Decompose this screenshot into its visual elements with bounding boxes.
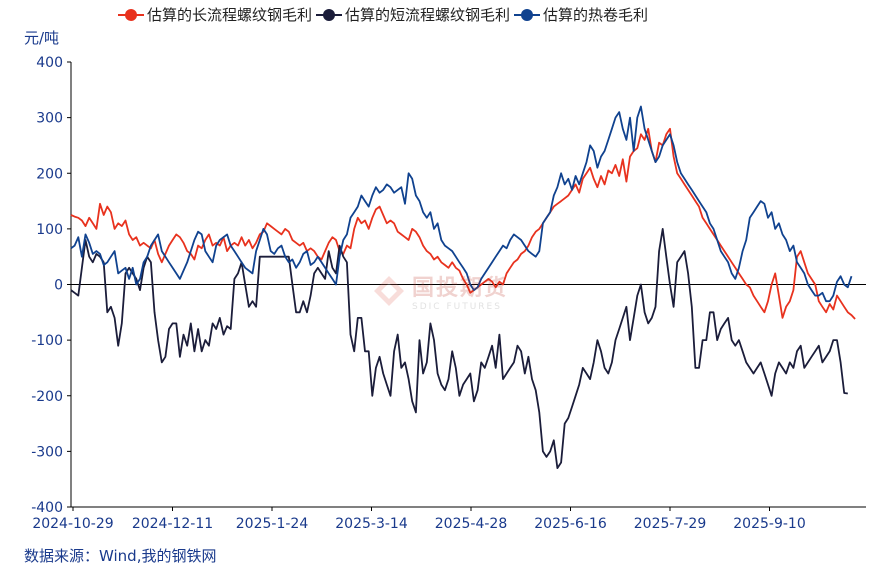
legend-item-short-process[interactable]: 估算的短流程螺纹钢毛利 [316,4,510,25]
x-tick-label: 2025-4-28 [435,516,507,532]
legend-item-hot-coil[interactable]: 估算的热卷毛利 [514,4,648,25]
x-tick-label: 2025-7-29 [634,516,706,532]
legend: 估算的长流程螺纹钢毛利 估算的短流程螺纹钢毛利 估算的热卷毛利 [118,4,652,25]
x-axis: 2024-10-29 2024-12-11 2025-1-24 2025-3-14 20… [32,506,866,532]
legend-swatch-short-process [316,8,343,22]
y-tick-label: -100 [31,333,63,349]
y-tick-label: -400 [31,500,63,516]
source-note: 数据来源：Wind,我的钢铁网 [24,547,217,565]
y-tick-label: 100 [36,222,63,238]
y-tick-label: -200 [31,389,63,405]
x-tick-label: 2025-1-24 [236,516,309,532]
legend-label-short-process: 估算的短流程螺纹钢毛利 [345,6,511,24]
series-group [70,105,856,470]
watermark-text-cn: 国投期货 [412,276,509,301]
x-tick-label: 2025-3-14 [335,516,408,532]
y-tick-label: 0 [54,278,63,294]
legend-label-hot-coil: 估算的热卷毛利 [543,6,649,24]
y-tick-label: -300 [31,444,63,460]
x-tick-label: 2025-9-10 [733,516,805,532]
watermark-logo-icon [374,276,404,306]
y-tick-label: 200 [36,166,63,182]
series-line-long-process [70,127,856,320]
x-tick-label: 2025-6-16 [534,516,607,532]
series-line-hot-coil [70,105,853,303]
x-tick-label: 2024-10-29 [32,516,113,532]
y-tick-label: 300 [36,111,63,127]
y-tick-label: 400 [36,55,63,71]
x-tick-label: 2024-12-11 [132,516,213,532]
legend-swatch-hot-coil [514,8,541,22]
legend-label-long-process: 估算的长流程螺纹钢毛利 [147,6,313,24]
legend-item-long-process[interactable]: 估算的长流程螺纹钢毛利 [118,4,312,25]
y-axis-unit-label: 元/吨 [24,29,60,47]
watermark-text-en: SDIC FUTURES [412,302,502,312]
series-line-short-process [70,227,848,470]
watermark: 国投期货 SDIC FUTURES [372,270,508,312]
y-axis: 400 300 200 100 0 -100 -200 -300 -400 [31,55,866,516]
legend-swatch-long-process [118,8,144,22]
